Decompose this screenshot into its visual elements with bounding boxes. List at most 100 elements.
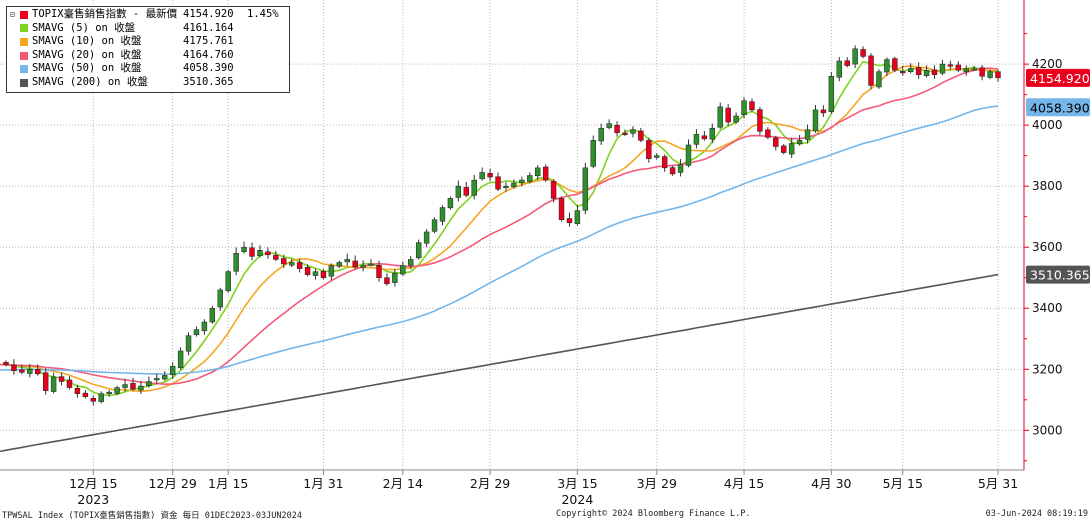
candle-body <box>19 369 25 373</box>
last-value-label: 4058.390 <box>1030 100 1090 115</box>
candle-body <box>550 181 557 199</box>
collapse-toggle-icon[interactable]: ⊟ <box>10 10 15 19</box>
legend-item[interactable]: ⊟ TOPIX臺售銷售指數 - 最新價 4154.920 1.45% <box>10 8 285 22</box>
candle-body <box>939 63 946 74</box>
candle-body <box>892 58 898 71</box>
candle-body <box>74 387 81 394</box>
candle-body <box>598 127 604 142</box>
x-tick-label: 1月 15 <box>208 476 248 491</box>
x-tick-label: 4月 15 <box>724 476 764 491</box>
y-tick-label: 4200 <box>1032 57 1063 71</box>
candle-body <box>27 369 33 374</box>
y-tick-label: 3600 <box>1032 240 1063 254</box>
candle-body <box>42 372 49 391</box>
candle-body <box>423 231 430 244</box>
candle-body <box>471 179 477 196</box>
candle-body <box>154 378 160 381</box>
candle-body <box>66 379 73 388</box>
candle-body <box>630 129 636 134</box>
candle-body <box>11 364 17 372</box>
candle-body <box>201 321 208 332</box>
candle-body <box>987 71 993 78</box>
sma-10-line <box>0 65 999 393</box>
candle-body <box>328 265 335 277</box>
candle-body <box>542 166 549 181</box>
last-value-label: 4154.920 <box>1030 71 1090 86</box>
last-value-badge <box>1026 265 1090 284</box>
candle-body <box>265 251 271 256</box>
candle-body <box>463 187 469 196</box>
candle-body <box>828 76 835 112</box>
x-tick-label: 2月 29 <box>470 476 510 491</box>
candle-body <box>495 176 501 190</box>
candle-body <box>503 185 509 188</box>
candle-body <box>138 385 144 391</box>
candle-body <box>50 376 57 392</box>
candle-body <box>654 155 660 158</box>
candle-body <box>511 182 517 188</box>
y-tick-label: 3800 <box>1032 179 1063 193</box>
candle-body <box>249 247 255 257</box>
candle-body <box>788 143 795 155</box>
legend-label: TOPIX臺售銷售指數 - 最新價 <box>32 8 178 20</box>
legend-item[interactable]: SMAVG (200) on 收盤 3510.365 <box>10 76 285 90</box>
candle-body <box>741 100 747 116</box>
candle-body <box>241 246 247 253</box>
x-tick-label: 3月 15 <box>557 476 597 491</box>
candle-body <box>527 175 533 182</box>
x-tick-year: 2024 <box>561 492 593 507</box>
x-tick-label: 5月 15 <box>883 476 923 491</box>
candle-body <box>844 60 850 66</box>
candle-body <box>400 265 406 275</box>
legend-swatch <box>20 10 28 19</box>
candle-body <box>193 329 200 336</box>
y-tick-label: 3400 <box>1032 301 1063 315</box>
candle-body <box>304 267 311 275</box>
candle-body <box>479 172 485 180</box>
candle-body <box>408 259 414 266</box>
x-tick-label: 12月 15 <box>69 476 117 491</box>
candle-body <box>98 393 104 402</box>
legend-item[interactable]: SMAVG (20) on 收盤 4164.760 <box>10 49 285 63</box>
legend-item[interactable]: SMAVG (5) on 收盤 4161.164 <box>10 22 285 36</box>
legend-item[interactable]: SMAVG (10) on 收盤 4175.761 <box>10 35 285 49</box>
candle-body <box>177 350 184 369</box>
candle-body <box>352 260 358 268</box>
candle-body <box>781 145 787 153</box>
candle-body <box>900 71 906 74</box>
candle-body <box>185 335 192 352</box>
footer-copyright: Copyright© 2024 Bloomberg Finance L.P. <box>556 509 751 519</box>
legend-swatch <box>20 51 28 60</box>
legend-label: SMAVG (50) on 收盤 <box>32 62 142 75</box>
candle-body <box>582 167 589 211</box>
legend-value: 3510.365 <box>183 75 234 88</box>
candle-body <box>296 262 303 269</box>
candle-body <box>836 60 842 78</box>
chart-legend: ⊟ TOPIX臺售銷售指數 - 最新價 4154.920 1.45% SMAVG (5)… <box>6 6 290 93</box>
candle-body <box>3 362 9 365</box>
last-value-badge <box>1026 98 1090 117</box>
candle-body <box>519 179 525 183</box>
legend-item[interactable]: SMAVG (50) on 收盤 4058.390 <box>10 62 285 76</box>
x-tick-label: 2月 14 <box>383 476 423 491</box>
legend-swatch <box>20 24 28 33</box>
x-tick-label: 3月 29 <box>637 476 677 491</box>
candle-body <box>146 381 152 387</box>
legend-value: 4154.920 <box>183 8 234 20</box>
candle-body <box>971 68 977 71</box>
candle-body <box>376 264 382 278</box>
y-tick-label: 3200 <box>1032 362 1063 376</box>
candle-body <box>884 59 890 73</box>
candle-body <box>558 198 565 220</box>
candle-body <box>955 64 962 71</box>
candle-body <box>860 49 866 57</box>
candle-body <box>717 106 723 128</box>
candle-body <box>114 387 120 394</box>
candle-body <box>225 271 231 292</box>
candle-body <box>614 124 620 134</box>
x-tick-label: 4月 30 <box>811 476 851 491</box>
last-value-badge <box>1026 68 1090 87</box>
candle-body <box>574 210 581 224</box>
y-tick-label: 3000 <box>1032 423 1063 437</box>
legend-value: 4058.390 <box>183 62 234 75</box>
